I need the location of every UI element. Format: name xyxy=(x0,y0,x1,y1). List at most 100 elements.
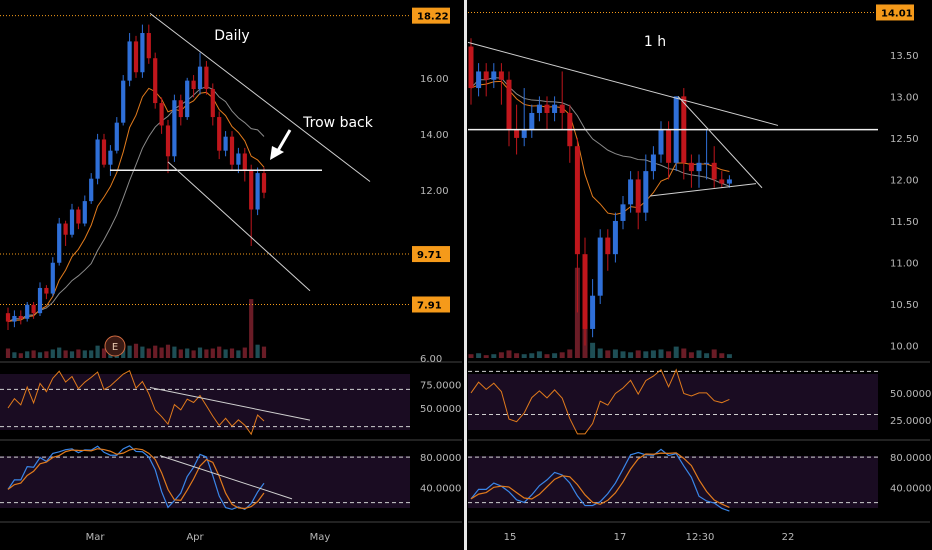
rsi-tick-label: 25.0000 xyxy=(890,416,931,427)
timeframe-label: 1 h xyxy=(644,34,666,50)
candle-body xyxy=(236,153,241,165)
volume-bar xyxy=(133,343,139,358)
volume-bar xyxy=(590,342,596,358)
downtrend-upper-line xyxy=(149,13,371,182)
price-level-tag-label: 7.91 xyxy=(417,300,442,311)
volume-bar xyxy=(559,352,565,358)
candle-body xyxy=(82,201,87,224)
candle-body xyxy=(197,66,203,90)
volume-bar xyxy=(146,348,151,358)
candle-body xyxy=(57,223,62,263)
stoch-tick-label: 40.0000 xyxy=(420,483,461,494)
stoch-k-line xyxy=(7,445,265,510)
earnings-marker xyxy=(104,335,126,357)
candle-body xyxy=(711,162,717,180)
candle-body xyxy=(688,162,694,172)
price-level-tag-label: 14.01 xyxy=(881,8,913,19)
volume-bar xyxy=(236,350,241,358)
volume-bar xyxy=(696,350,702,358)
candle-body xyxy=(559,104,565,113)
candle-body xyxy=(185,80,190,118)
volume-bar xyxy=(529,353,535,358)
candle-body xyxy=(178,100,183,118)
price-level-tag xyxy=(876,4,914,21)
stoch-tick-label: 40.0000 xyxy=(890,483,931,494)
candle-body xyxy=(249,170,254,210)
y-tick-label: 13.50 xyxy=(890,51,919,62)
ema-line xyxy=(470,80,730,216)
x-tick-label: 15 xyxy=(504,532,517,543)
rsi-tick-label: 75.0000 xyxy=(420,381,461,392)
volume-bar xyxy=(506,350,512,358)
volume-bar xyxy=(44,351,49,358)
volume-bar xyxy=(57,347,62,358)
volume-bar xyxy=(628,352,634,358)
candle-body xyxy=(37,287,43,314)
volume-bar xyxy=(140,346,145,358)
volume-bar xyxy=(491,354,497,358)
candle-body xyxy=(536,104,542,113)
volume-bar xyxy=(650,350,656,358)
volume-bar xyxy=(229,348,235,358)
candle-body xyxy=(635,179,641,213)
volume-bar xyxy=(204,349,209,358)
annotation-text: Trow back xyxy=(302,115,374,131)
candle-body xyxy=(491,71,497,80)
candle-body xyxy=(76,209,81,224)
stoch-trend-line xyxy=(159,455,293,500)
y-tick-label: 11.50 xyxy=(890,217,919,228)
ema-line xyxy=(7,87,265,323)
downtrend-line xyxy=(467,41,779,126)
candle-body xyxy=(468,46,474,89)
volume-bar xyxy=(536,351,542,358)
volume-bar xyxy=(612,349,618,358)
volume-bar xyxy=(172,346,177,358)
rsi-band-bg xyxy=(468,374,878,430)
candle-body xyxy=(696,162,702,172)
volume-bar xyxy=(726,354,732,358)
candle-body xyxy=(605,237,611,255)
volume-bar xyxy=(153,345,158,358)
candle-body xyxy=(63,223,68,235)
candle-body xyxy=(140,33,145,73)
y-tick-label: 16.00 xyxy=(420,74,449,85)
volume-bar xyxy=(63,350,68,358)
candle-body xyxy=(582,254,588,329)
volume-bar xyxy=(483,355,489,358)
volume-bar xyxy=(127,345,132,358)
volume-bar xyxy=(468,354,474,358)
volume-bar xyxy=(242,347,247,358)
candle-body xyxy=(95,139,100,179)
candle-body xyxy=(620,204,626,221)
candle-body xyxy=(704,162,710,164)
volume-bar xyxy=(223,349,228,358)
x-tick-label: Apr xyxy=(186,532,204,543)
candle-body xyxy=(50,262,55,294)
volume-bar xyxy=(159,347,164,358)
volume-bar xyxy=(605,350,611,358)
candle-body xyxy=(165,125,171,157)
rsi-line xyxy=(7,369,265,436)
volume-bar xyxy=(217,346,222,358)
candle-body xyxy=(159,103,164,126)
volume-bar xyxy=(25,351,30,358)
candle-body xyxy=(108,150,113,165)
volume-bar xyxy=(476,353,482,358)
candle-body xyxy=(719,179,725,184)
candle-body xyxy=(521,129,527,138)
candle-body xyxy=(726,179,732,184)
volume-bar xyxy=(719,353,725,358)
price-level-tag-label: 9.71 xyxy=(417,250,442,261)
volume-bar xyxy=(666,351,672,358)
volume-bar xyxy=(597,348,603,358)
candle-body xyxy=(25,304,30,319)
volume-bar xyxy=(210,348,215,358)
x-tick-label: Mar xyxy=(86,532,106,543)
candle-body xyxy=(191,80,196,90)
candle-body xyxy=(529,112,535,130)
candle-body xyxy=(114,122,119,151)
stoch-d-line xyxy=(7,448,265,510)
candle-body xyxy=(643,171,649,213)
volume-bar xyxy=(12,352,17,358)
